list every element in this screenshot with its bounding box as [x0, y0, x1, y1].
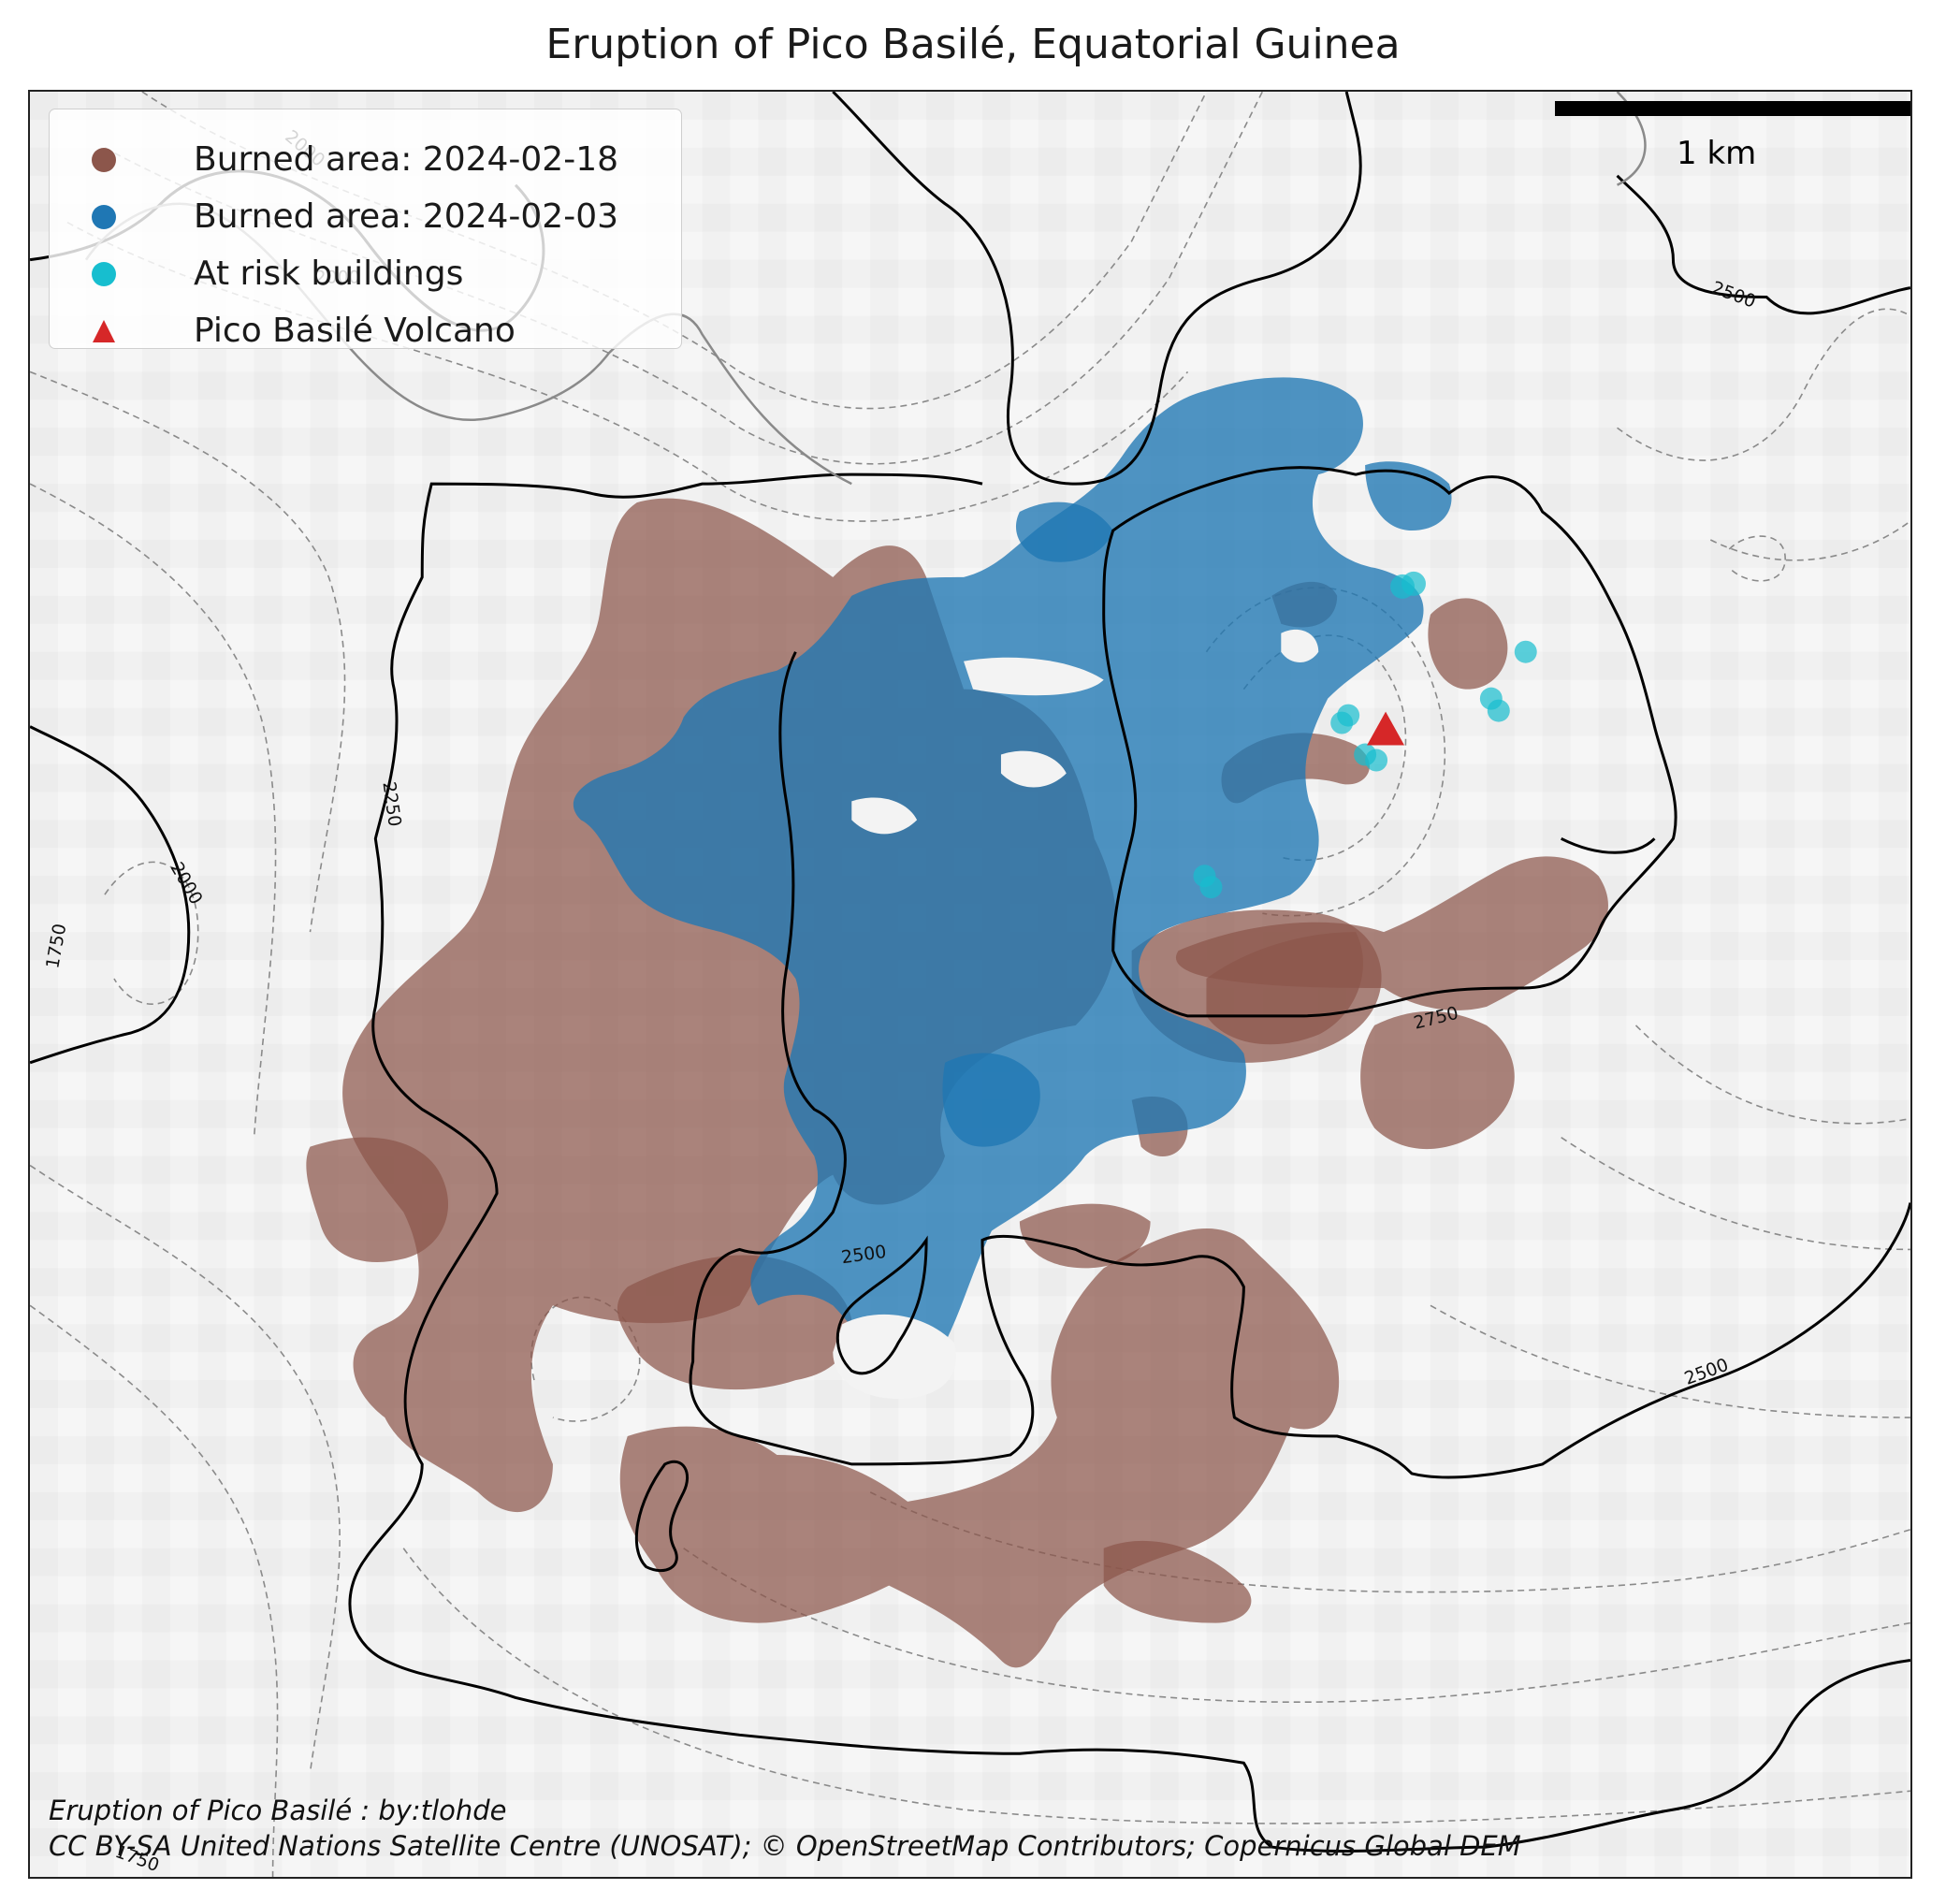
- legend-label: Burned area: 2024-02-03: [194, 197, 619, 236]
- building-marker[interactable]: [1199, 876, 1223, 899]
- legend: Burned area: 2024-02-18 Burned area: 202…: [49, 109, 682, 350]
- building-marker[interactable]: [1337, 704, 1360, 727]
- building-marker[interactable]: [1401, 571, 1426, 596]
- legend-label: Burned area: 2024-02-18: [194, 140, 619, 179]
- minor-contours: [30, 92, 1910, 1877]
- legend-item-buildings: At risk buildings: [50, 252, 681, 308]
- map-canvas[interactable]: 2500 2250 2000 1750 2750 2500 2500 2000 …: [30, 92, 1910, 1877]
- map-frame[interactable]: 2500 2250 2000 1750 2750 2500 2500 2000 …: [28, 90, 1912, 1879]
- attribution-line-2: CC BY-SA United Nations Satellite Centre…: [49, 1830, 1521, 1862]
- at-risk-buildings[interactable]: [1193, 571, 1537, 899]
- cyan-circle-icon: [92, 262, 116, 286]
- brown-circle-icon: [92, 148, 116, 172]
- building-marker[interactable]: [1487, 699, 1510, 722]
- unburned-gaps: [833, 629, 1319, 1400]
- map-title: Eruption of Pico Basilé, Equatorial Guin…: [545, 21, 1401, 68]
- volcano-marker[interactable]: [1367, 711, 1405, 746]
- blue-circle-icon: [92, 205, 116, 229]
- legend-item-volcano: Pico Basilé Volcano: [50, 309, 681, 365]
- building-marker[interactable]: [1514, 640, 1537, 663]
- scale-bar: [1555, 101, 1910, 116]
- legend-label: At risk buildings: [194, 254, 464, 293]
- building-marker[interactable]: [1365, 749, 1388, 772]
- scale-bar-label: 1 km: [1677, 135, 1757, 172]
- attribution-line-1: Eruption of Pico Basilé : by:tlohde: [49, 1795, 507, 1826]
- legend-label: Pico Basilé Volcano: [194, 312, 516, 350]
- attribution: Eruption of Pico Basilé : by:tlohde CC B…: [49, 1793, 1521, 1864]
- legend-item-burned-0218: Burned area: 2024-02-18: [50, 138, 681, 194]
- legend-item-burned-0203: Burned area: 2024-02-03: [50, 195, 681, 251]
- red-triangle-icon: [93, 320, 115, 342]
